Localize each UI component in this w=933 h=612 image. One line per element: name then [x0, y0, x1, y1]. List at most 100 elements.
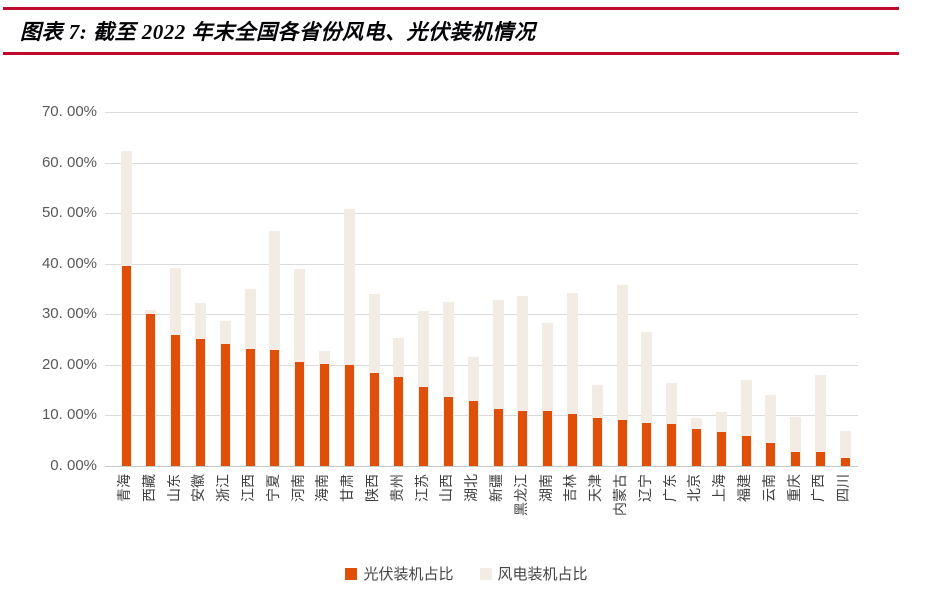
x-axis-label: 江西: [242, 474, 257, 502]
wind-bar: [765, 394, 777, 466]
wind-bar: [269, 230, 281, 466]
wind-bar: [616, 285, 628, 466]
wind-bar: [839, 431, 851, 466]
pv-bar: [741, 436, 751, 466]
x-axis-label: 湖北: [465, 474, 481, 502]
pv-bar: [617, 419, 627, 466]
pv-bar: [543, 411, 553, 466]
pv-bar: [270, 349, 280, 466]
wind-legend-label: 风电装机占比: [497, 567, 588, 583]
pv-bar: [171, 335, 181, 466]
x-axis-label: 山东: [167, 474, 183, 502]
pv-bar: [518, 411, 528, 466]
title-rule-top: [3, 7, 899, 10]
x-axis-label: 安徽: [192, 474, 208, 502]
pv-bar: [592, 418, 602, 466]
legend-item-wind: 风电装机占比: [479, 563, 588, 584]
x-axis-label: 吉林: [564, 474, 580, 502]
pv-bar: [419, 387, 429, 466]
pv-bar: [443, 397, 453, 466]
wind-bar: [566, 292, 578, 466]
title-rule-bottom: [3, 52, 899, 55]
pv-bar: [295, 362, 305, 466]
chart-legend: 光伏装机占比 风电装机占比: [0, 563, 933, 584]
x-axis-label: 上海: [713, 474, 729, 502]
pv-bar: [394, 376, 404, 466]
wind-bar: [442, 301, 454, 466]
y-axis-tick-label: 10. 00%: [41, 406, 97, 424]
y-axis-tick-label: 40. 00%: [41, 254, 97, 272]
wind-bar: [814, 374, 826, 466]
x-axis-label: 河南: [291, 474, 307, 502]
pv-bar: [344, 365, 354, 466]
pv-bar: [245, 349, 255, 466]
x-axis-label: 辽宁: [638, 474, 654, 502]
x-axis-label: 黑龙江: [514, 474, 530, 516]
x-axis-label: 陕西: [366, 474, 381, 502]
wind-bar: [740, 380, 752, 466]
figure-title: 图表 7: 截至 2022 年末全国各省份风电、光伏装机情况: [20, 20, 536, 44]
y-axis-tick-label: 70. 00%: [41, 103, 97, 120]
x-axis-label: 四川: [837, 474, 853, 502]
y-gridline: [105, 314, 858, 316]
wind-bar: [343, 209, 355, 466]
x-axis-label: 海南: [316, 474, 332, 502]
y-gridline: [105, 263, 858, 265]
wind-bar: [542, 323, 554, 466]
x-axis-label: 山西: [440, 474, 456, 502]
x-axis-label: 青海: [118, 474, 133, 502]
x-axis-label: 天津: [589, 474, 605, 502]
wind-bar: [492, 300, 504, 466]
x-axis-label: 宁夏: [266, 474, 282, 502]
x-axis-line: [105, 466, 858, 467]
x-axis-label: 江苏: [415, 474, 431, 502]
pv-bar: [815, 452, 825, 466]
x-axis-label: 甘肃: [341, 474, 357, 502]
pv-legend-swatch-icon: [345, 567, 358, 580]
wind-bar: [790, 416, 802, 466]
pv-bar: [369, 372, 379, 466]
x-axis-label: 湖南: [539, 474, 555, 502]
pv-bar: [791, 451, 801, 466]
pv-bar: [840, 458, 850, 466]
y-axis-tick-label: 20. 00%: [41, 355, 97, 373]
pv-bar: [220, 343, 230, 466]
y-gridline: [105, 162, 858, 164]
x-axis-label: 广东: [663, 474, 679, 502]
pv-bar: [493, 408, 503, 466]
legend-item-pv: 光伏装机占比: [345, 563, 454, 584]
pv-bar: [319, 364, 329, 466]
x-axis-label: 贵州: [390, 474, 406, 502]
pv-bar: [667, 423, 677, 466]
pv-bar: [716, 431, 726, 466]
pv-bar: [468, 401, 478, 466]
wind-bar: [517, 296, 529, 466]
x-axis-label: 重庆: [787, 474, 803, 502]
pv-bar: [121, 266, 131, 466]
pv-bar: [195, 338, 205, 466]
y-axis-tick-label: 60. 00%: [41, 153, 97, 171]
x-axis-label: 北京: [688, 474, 704, 502]
y-gridline: [105, 415, 858, 417]
y-axis-tick-label: 50. 00%: [41, 204, 97, 222]
x-axis-label: 西藏: [142, 474, 158, 502]
y-gridline: [105, 364, 858, 366]
x-axis-label: 福建: [738, 474, 753, 502]
pv-bar: [691, 429, 701, 466]
wind-bar: [641, 331, 653, 466]
pv-bar: [642, 422, 652, 466]
y-axis-tick-label: 30. 00%: [41, 305, 97, 323]
wind-legend-swatch-icon: [479, 567, 492, 580]
x-axis-label: 云南: [762, 474, 778, 502]
y-gridline: [105, 112, 858, 113]
x-axis-label: 内蒙古: [614, 474, 629, 516]
y-axis-tick-label: 0. 00%: [50, 457, 97, 474]
pv-bar: [567, 414, 577, 466]
pv-bar: [146, 313, 156, 466]
pv-legend-label: 光伏装机占比: [363, 567, 454, 583]
y-gridline: [105, 213, 858, 215]
pv-bar: [766, 443, 776, 466]
x-axis-label: 浙江: [217, 474, 233, 502]
